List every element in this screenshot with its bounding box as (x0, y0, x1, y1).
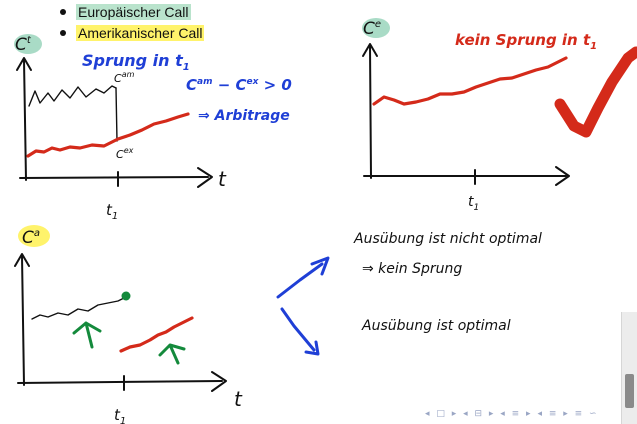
no-jump-note: kein Sprung in t1 (455, 31, 597, 52)
x-axis-bottom-left (17, 380, 223, 384)
conclusion-notes: Ausübung ist nicht optimal ⇒ kein Sprung… (353, 231, 542, 334)
note-no-jump: ⇒ kein Sprung (362, 261, 462, 277)
inequality-note: Cam − Cex > 0 (186, 76, 292, 94)
european-call-curve-bottom-left (119, 316, 194, 353)
branch-arrow-up (276, 256, 330, 299)
curve-label-ex: Cex (116, 146, 134, 161)
scrollbar-thumb[interactable] (625, 374, 634, 408)
panel-bottom-left: Ca t t1 (14, 225, 243, 424)
axis-label-top-right: Ce (363, 19, 381, 39)
time-label-top-left: t (218, 167, 227, 191)
jump-note: Sprung in t1 (82, 51, 190, 73)
axis-label-highlight-bottom-left (18, 225, 50, 247)
european-call-label: Europäischer Call (76, 4, 191, 20)
checkmark-icon (554, 46, 637, 138)
american-call-drop-top-left (115, 87, 118, 142)
axis-label-highlight-top-right (362, 18, 390, 38)
bullet-list: Europäischer Call Amerikanischer Call (58, 2, 205, 44)
note-optimal: Ausübung ist optimal (361, 318, 511, 334)
american-call-curve-top-left (28, 85, 117, 107)
european-call-curve-top-right (372, 56, 568, 106)
bullet-american-call: Amerikanischer Call (58, 23, 205, 44)
y-axis-top-right (369, 45, 372, 179)
tick-label-bottom-left: t1 (114, 406, 126, 424)
panel-top-left: Ct t t1 Cam Cex Sprung in t1 Cam − Cex >… (14, 34, 292, 222)
bullet-european-call: Europäischer Call (58, 2, 204, 23)
branch-arrow-down (280, 307, 320, 356)
american-call-curve-bottom-left (31, 296, 127, 320)
x-axis-top-left (19, 176, 209, 179)
exercise-point-marker (121, 291, 131, 301)
y-axis-arrowhead-bottom-left (14, 253, 30, 267)
european-call-curve-top-left (26, 112, 190, 158)
y-axis-arrowhead-top-right (362, 43, 378, 57)
branch-arrows (276, 256, 330, 356)
axis-label-top-left: Ct (15, 35, 32, 55)
tick-label-top-right: t1 (468, 194, 479, 213)
y-axis-top-left (23, 59, 27, 181)
time-label-bottom-left: t (234, 387, 243, 411)
axis-label-highlight-top-left (14, 34, 42, 54)
curve-label-am: Cam (114, 70, 135, 85)
up-arrow-black-curve (72, 321, 102, 349)
tick-label-top-left: t1 (106, 201, 118, 222)
x-axis-arrowhead-top-right (555, 166, 570, 186)
y-axis-bottom-left (21, 255, 25, 386)
american-call-label: Amerikanischer Call (76, 25, 205, 41)
note-not-optimal: Ausübung ist nicht optimal (353, 231, 542, 247)
up-arrow-red-curve (158, 343, 186, 365)
y-axis-arrowhead-top-left (16, 57, 32, 71)
panel-top-right: Ce t1 kein Sprung in t1 (362, 18, 637, 213)
beamer-navigation-bar[interactable]: ◂ □ ▸ ◂ ⊟ ▸ ◂ ≡ ▸ ◂ ≡ ▸ ≡ ∽ (425, 409, 599, 419)
axis-label-bottom-left: Ca (22, 228, 40, 248)
arbitrage-note: ⇒ Arbitrage (198, 108, 290, 124)
vertical-scrollbar[interactable] (621, 312, 637, 424)
x-axis-arrowhead-top-left (197, 167, 213, 188)
x-axis-arrowhead-bottom-left (211, 371, 227, 392)
